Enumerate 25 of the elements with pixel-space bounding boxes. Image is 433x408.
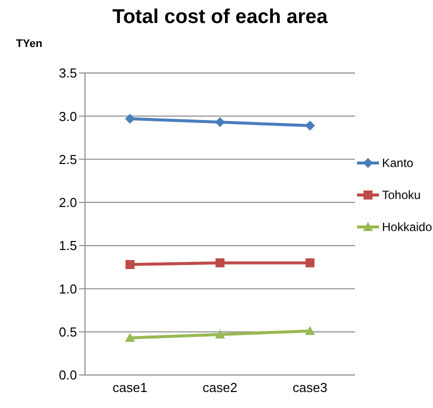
point	[125, 114, 135, 124]
point	[305, 326, 315, 335]
point	[125, 332, 135, 342]
y-tick-label: 2.5	[58, 152, 77, 167]
point	[215, 117, 225, 128]
y-tick-label: 3.0	[58, 108, 77, 124]
y-tick-label: 0.0	[58, 368, 77, 383]
y-tick-label: 3.5	[58, 66, 77, 81]
y-tick-label: 1.5	[58, 238, 77, 254]
legend-label: Kanto	[382, 156, 414, 170]
chart-title: Total cost of each area	[111, 6, 329, 29]
x-tick-label: case3	[292, 380, 328, 396]
point	[305, 120, 315, 131]
point	[126, 260, 134, 270]
y-tick-label: 2.0	[58, 195, 77, 210]
y-axis-title: TYen	[16, 38, 42, 50]
point	[215, 329, 225, 338]
x-tick-label: case1	[112, 380, 148, 396]
point	[306, 258, 314, 268]
x-tick-label: case2	[202, 380, 238, 396]
y-tick-label: 0.5	[58, 324, 77, 340]
point	[216, 258, 224, 268]
legend-label: Hokkaido	[382, 220, 432, 234]
y-tick-label: 1.0	[58, 281, 77, 296]
legend-label: Tohoku	[382, 188, 421, 202]
